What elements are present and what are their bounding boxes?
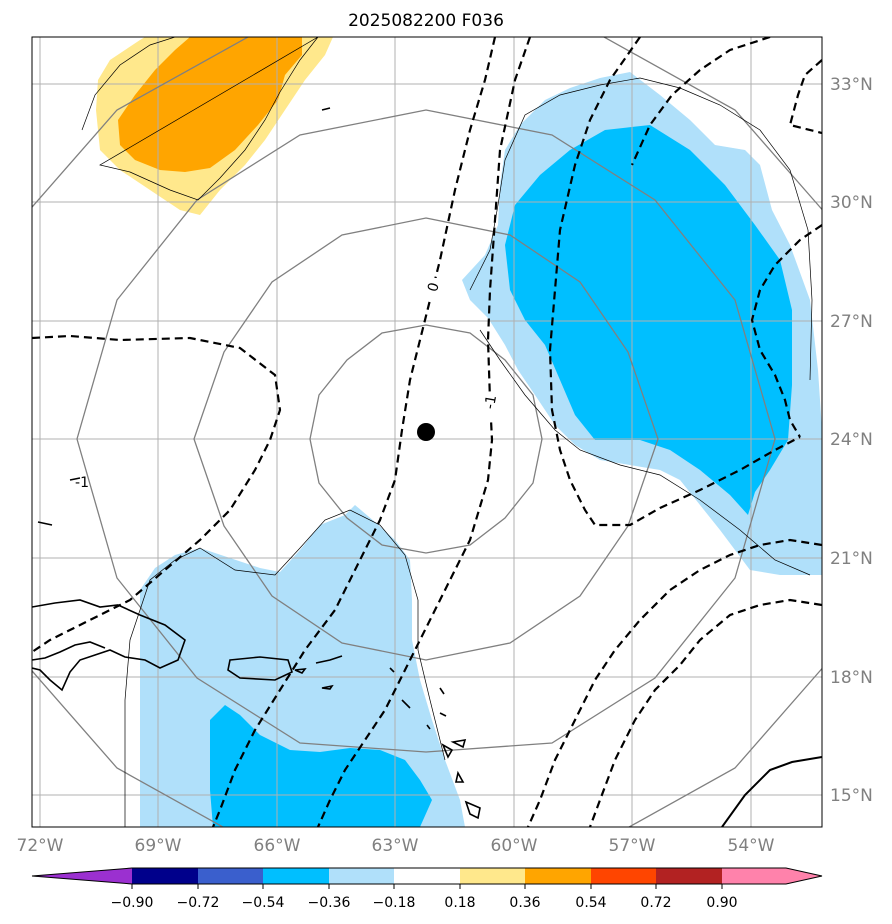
colorbar-tick-label: −0.72 [177,895,220,911]
colorbar-tick-label: −0.54 [242,895,285,911]
contour-labels: 0 -1 -1 [75,278,500,491]
range-ring-3deg [309,324,543,554]
island-c [401,699,411,709]
outline-nw [81,37,319,201]
storm-center-marker [417,423,435,441]
contour-ne-c [750,224,822,438]
colorbar-segment [198,868,263,884]
contour-minus1-center [316,37,532,827]
colorbar-extend-low [32,868,132,884]
range-ring-6deg [193,217,659,661]
range-ring-12deg [32,37,822,827]
island-a [321,684,334,690]
lon-label: 69°W [135,836,182,856]
hispaniola-coast [32,599,186,692]
shading-orange-nw [118,37,302,172]
contour-ne-d [788,59,822,135]
map-frame [31,36,823,828]
figure-title: 2025082200 F036 [348,11,504,31]
outline-ne [479,329,811,576]
outline-sw [124,509,446,827]
lon-label: 66°W [254,836,301,856]
gridlines [32,37,822,827]
colorbar-tick-label: −0.36 [308,895,351,911]
contour-ne-a [548,37,801,527]
island-d [439,687,445,695]
lon-label: 54°W [728,836,775,856]
range-rings [32,37,822,827]
lon-labels: 72°W 69°W 66°W 63°W 60°W 57°W 54°W [17,836,775,856]
colorbar-tick-label: 0.72 [640,895,671,911]
island-b [389,667,395,673]
virgin-islands [315,655,343,664]
lon-label: 72°W [17,836,64,856]
contour-0 [211,37,497,827]
puerto-rico [227,656,293,681]
island-e [439,712,447,717]
lon-label: 63°W [372,836,419,856]
colorbar-tick-label: −0.90 [111,895,154,911]
lat-label: 30°N [830,193,873,213]
lat-label: 21°N [830,549,873,569]
colorbar-segment [722,868,786,884]
colorbar-tick-label: 0.36 [509,895,540,911]
colorbar-segment [656,868,722,884]
colorbar-tick-label: 0.90 [706,895,737,911]
colorbar-tick-label: 0.54 [575,895,606,911]
contour-label-minus1-west: -1 [75,475,89,491]
island-h [450,739,467,749]
lat-label: 27°N [830,312,873,332]
lat-label: 18°N [830,668,873,688]
range-ring-9deg [76,109,776,753]
turks-caicos [37,477,81,526]
dashed-contours [32,37,822,827]
contour-label-0: 0 [425,281,443,294]
shading-deep-blue-sw [210,705,432,827]
colorbar-segment [591,868,656,884]
colorbar-segment [329,868,394,884]
lon-label: 57°W [609,836,656,856]
colorbar-segment [394,868,460,884]
contour-se-a [526,538,822,827]
contour-ne-b [630,37,771,166]
coastlines [32,107,481,820]
colorbar-tick-label: −0.18 [373,895,416,911]
outline-ne-top [469,77,813,381]
map-panel: 0 -1 -1 [32,37,822,827]
lat-label: 33°N [830,75,873,95]
colorbar-ticks [131,884,723,889]
island-bermuda-area [321,107,331,111]
contour-label-minus1-center: -1 [482,394,500,411]
island-j [464,800,481,820]
colorbar-segment [263,868,329,884]
lat-label: 15°N [830,786,873,806]
colorbar-segment [460,868,525,884]
contour-minus1-west [32,334,282,653]
colorbar: −0.90 −0.72 −0.54 −0.36 −0.18 0.18 0.36 … [31,867,823,911]
hispaniola-south [32,641,106,661]
colorbar-segment [525,868,591,884]
island-f [426,724,431,730]
vieques [294,668,307,674]
contour-se-b [588,598,822,827]
lon-label: 60°W [491,836,538,856]
shading-deep-blue-ne [505,125,792,515]
lat-label: 24°N [830,430,873,450]
colorbar-extend-high [786,868,822,884]
island-i [455,770,465,783]
colorbar-tick-label: 0.18 [444,895,475,911]
lat-labels: 15°N 18°N 21°N 24°N 27°N 30°N 33°N [830,75,873,806]
colorbar-segment [132,868,198,884]
island-g [441,743,454,759]
solid-contour-se [721,756,822,827]
